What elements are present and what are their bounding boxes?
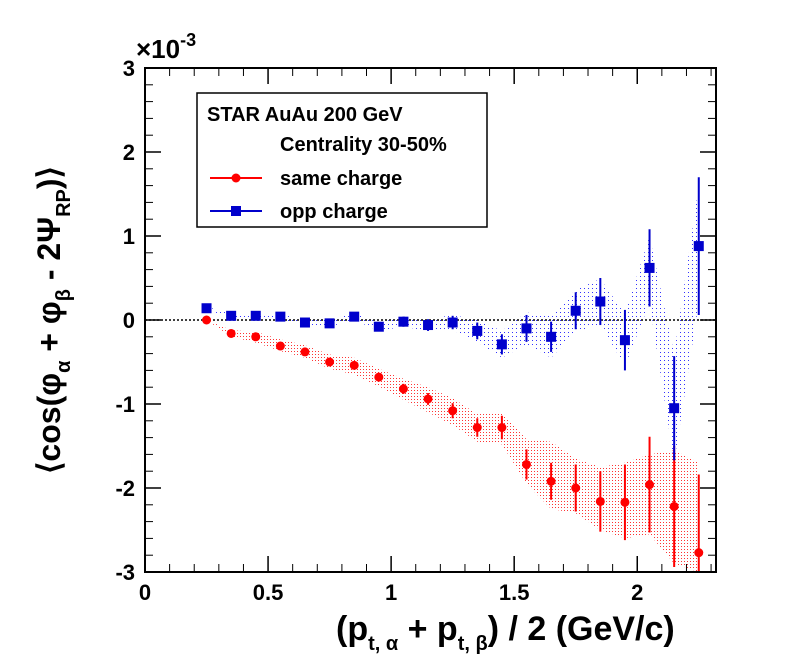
data-point xyxy=(374,372,384,382)
data-point xyxy=(250,310,261,321)
exponent-label: ×10-3 xyxy=(136,30,196,64)
data-point xyxy=(570,305,581,316)
legend-entry-same-charge: same charge xyxy=(210,168,402,190)
data-point xyxy=(472,423,482,433)
data-point xyxy=(546,331,557,342)
y-tick-label: -2 xyxy=(115,476,135,501)
y-tick-label: -1 xyxy=(115,392,135,417)
exponent-base: ×10 xyxy=(136,34,180,64)
y-tick-label: -3 xyxy=(115,560,135,585)
data-point xyxy=(373,321,384,332)
x-tick-label: 2 xyxy=(631,580,643,605)
data-point xyxy=(619,335,630,346)
data-point xyxy=(521,459,531,469)
legend-label-opp-charge: opp charge xyxy=(280,201,388,223)
data-point xyxy=(521,323,532,334)
data-point xyxy=(325,357,335,367)
legend-box xyxy=(196,92,488,228)
data-point xyxy=(571,483,581,493)
y-tick-label: 3 xyxy=(123,56,135,81)
legend-subheader: Centrality 30-50% xyxy=(280,134,447,156)
data-point xyxy=(324,318,335,329)
exponent-power: -3 xyxy=(180,30,196,50)
data-point xyxy=(497,423,507,433)
axis-ticks: 0 0.5 1 1.5 2 -3 -2 -1 0 1 2 3 xyxy=(115,56,716,605)
data-point xyxy=(299,317,310,328)
x-tick-label: 1.5 xyxy=(499,580,530,605)
data-point xyxy=(251,332,261,342)
data-point xyxy=(620,497,630,507)
data-point xyxy=(423,320,434,331)
legend-entry-opp-charge: opp charge xyxy=(210,201,388,223)
data-point xyxy=(448,406,458,416)
series-opp-charge xyxy=(201,177,704,461)
series-same-charge xyxy=(202,315,704,572)
legend-label-same-charge: same charge xyxy=(280,168,402,190)
data-point xyxy=(202,315,212,325)
data-point xyxy=(644,262,655,273)
data-point xyxy=(447,317,458,328)
legend-header: STAR AuAu 200 GeV xyxy=(207,104,403,126)
x-tick-label: 0 xyxy=(139,580,151,605)
data-point xyxy=(349,360,359,370)
data-point xyxy=(201,303,212,314)
y-tick-label: 1 xyxy=(123,224,135,249)
data-point xyxy=(496,339,507,350)
data-series xyxy=(201,177,704,572)
data-point xyxy=(669,501,679,511)
data-point xyxy=(595,296,606,307)
y-axis-title: ⟨cos(φα + φβ - 2ΨRP)⟩ xyxy=(31,166,75,474)
data-point xyxy=(300,347,310,357)
y-tick-label: 0 xyxy=(123,308,135,333)
x-axis-title: (pt, α + pt, β) / 2 (GeV/c) xyxy=(336,610,675,655)
data-point xyxy=(645,480,655,490)
data-point xyxy=(546,476,556,486)
data-point xyxy=(595,496,605,506)
data-point xyxy=(398,384,408,394)
data-point xyxy=(423,394,433,404)
data-point xyxy=(693,241,704,252)
data-point xyxy=(275,341,285,351)
data-point xyxy=(694,548,704,558)
x-tick-label: 1 xyxy=(385,580,397,605)
data-point xyxy=(275,311,286,322)
legend: STAR AuAu 200 GeV Centrality 30-50% same… xyxy=(196,92,488,228)
data-point xyxy=(226,310,237,321)
data-point xyxy=(398,316,409,327)
x-tick-label: 0.5 xyxy=(253,580,284,605)
y-tick-label: 2 xyxy=(123,140,135,165)
data-point xyxy=(669,403,680,414)
plot-frame xyxy=(144,67,717,573)
data-point xyxy=(226,328,236,338)
data-point xyxy=(349,311,360,322)
data-point xyxy=(472,325,483,336)
